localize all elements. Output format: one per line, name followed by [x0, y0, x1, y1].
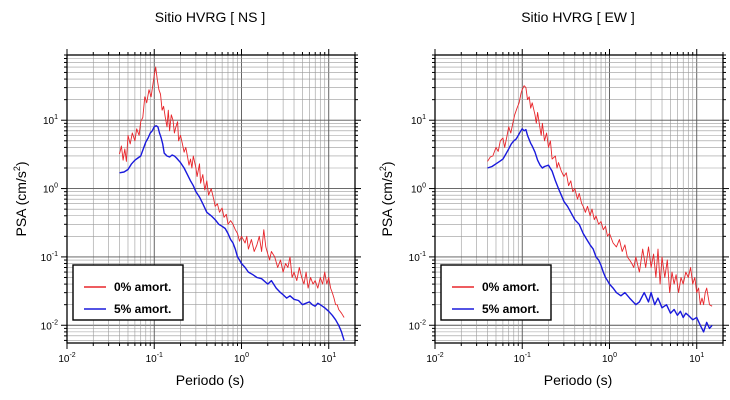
x-axis-label: Periodo (s): [544, 372, 612, 388]
y-axis-label: PSA (cm/s2): [378, 161, 395, 236]
x-tick-label: 10-1: [146, 352, 163, 365]
x-tick-label: 10-1: [514, 352, 531, 365]
y-tick-label: 100: [43, 183, 58, 196]
legend-box: [440, 264, 552, 321]
legend-box: [72, 264, 184, 321]
chart-title: Sitio HVRG [ NS ]: [155, 9, 265, 25]
grid-lines: [434, 54, 724, 343]
series-line-1: [119, 125, 345, 341]
x-tick-label: 10-2: [426, 352, 443, 365]
data-lines: [487, 85, 713, 333]
legend-label-1: 5% amort.: [482, 302, 539, 316]
x-axis-label: Periodo (s): [176, 372, 244, 388]
y-axis-label: PSA (cm/s2): [12, 161, 29, 236]
plot-frame: [61, 49, 361, 349]
y-tick-label: 10-2: [409, 319, 426, 332]
x-tick-label: 101: [321, 352, 336, 365]
legend-label-1: 5% amort.: [114, 302, 171, 316]
legend-label-0: 0% amort.: [114, 280, 171, 294]
plot-frame: [429, 49, 729, 349]
chart-title: Sitio HVRG [ EW ]: [521, 9, 635, 25]
y-tick-label: 101: [43, 114, 58, 127]
y-tick-label: 10-1: [41, 251, 58, 264]
x-tick-label: 10-2: [58, 352, 75, 365]
x-tick-label: 100: [234, 352, 249, 365]
chart-panel-ns: Sitio HVRG [ NS ] 10-2 10-1 100 101 10-2 10-1…: [12, 9, 361, 388]
y-tick-label: 101: [411, 114, 426, 127]
chart-panel-ew: Sitio HVRG [ EW ] 10-2 10-1 100 101 10-2 10-1…: [378, 9, 729, 388]
legend-label-0: 0% amort.: [482, 280, 539, 294]
x-tick-label: 101: [689, 352, 704, 365]
tick-labels: 10-2 10-1 100 101 10-2 10-1 100 101: [409, 114, 705, 365]
y-tick-label: 10-2: [41, 319, 58, 332]
series-line-1: [487, 128, 713, 333]
y-tick-label: 100: [411, 183, 426, 196]
x-tick-label: 100: [602, 352, 617, 365]
y-tick-label: 10-1: [409, 251, 426, 264]
data-lines: [119, 66, 345, 341]
series-line-0: [487, 85, 713, 307]
tick-labels: 10-2 10-1 100 101 10-2 10-1 100 101: [41, 114, 337, 365]
legend: 0% amort. 5% amort.: [72, 264, 184, 321]
series-line-0: [119, 66, 345, 318]
legend: 0% amort. 5% amort.: [440, 264, 552, 321]
